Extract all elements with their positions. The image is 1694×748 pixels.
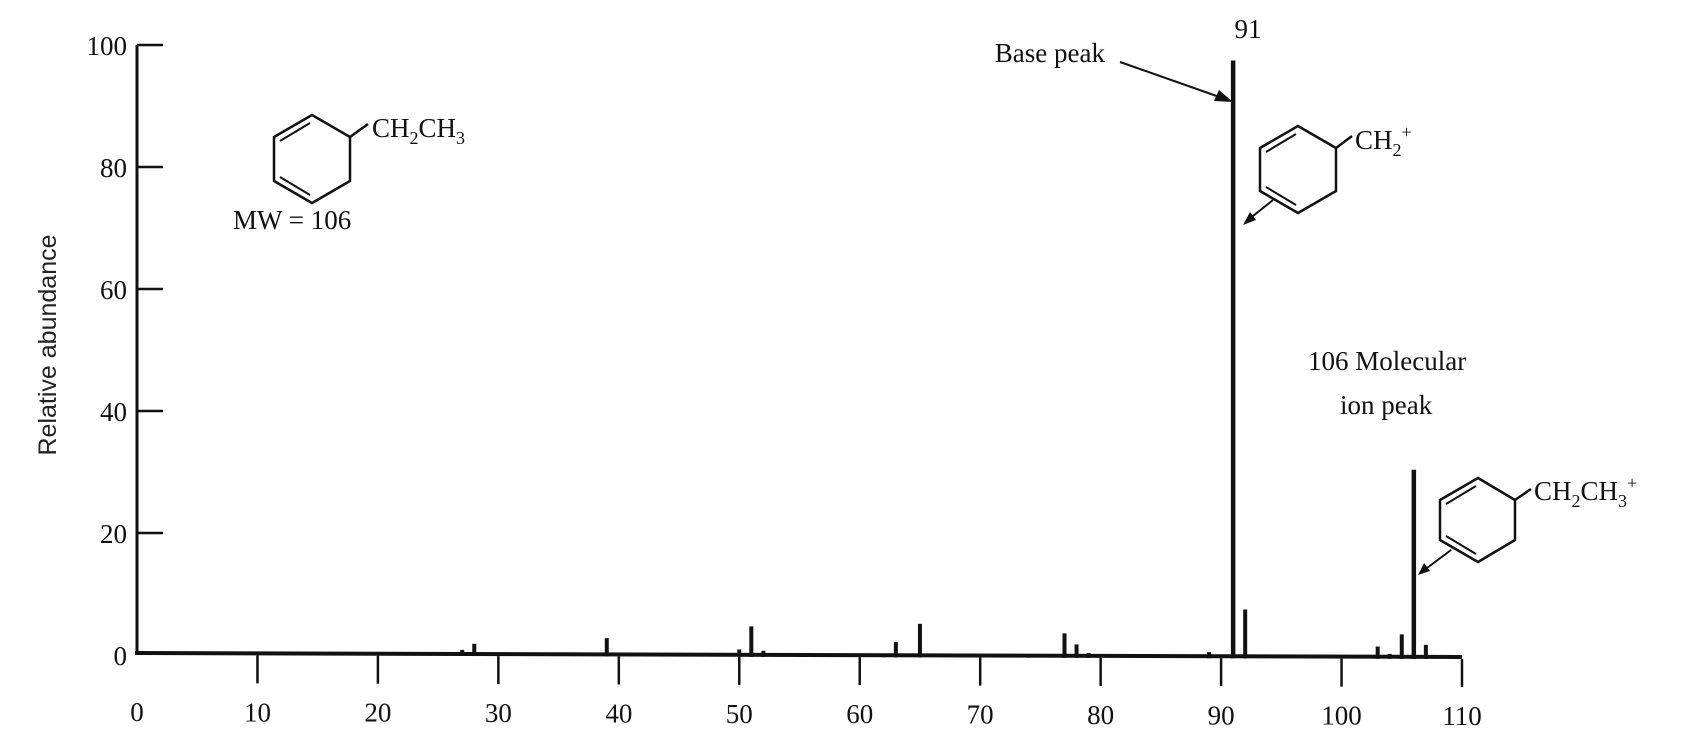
y-tick-label: 0 [114, 641, 128, 671]
x-axis [134, 651, 1463, 659]
x-tick-label: 110 [1442, 701, 1482, 731]
fragment-91-formula: CH2+ [1355, 122, 1412, 160]
x-tick-label: 70 [967, 700, 994, 730]
molecular-ion-label-line1: 106 Molecular [1308, 346, 1466, 376]
peak-91-label: 91 [1235, 14, 1262, 44]
y-tick-label: 60 [100, 275, 127, 305]
ethylbenzene-structure-icon [272, 113, 369, 205]
x-tick-label: 80 [1087, 700, 1114, 730]
x-ticks: 0 10 20 30 40 50 60 70 80 90 100 110 [130, 655, 1482, 731]
y-tick-label: 40 [100, 397, 127, 427]
x-tick-label: 0 [130, 697, 144, 727]
y-tick-label: 80 [100, 153, 127, 183]
molecular-ion-label-line2: ion peak [1340, 390, 1433, 420]
y-ticks: 0 20 40 60 80 100 [87, 31, 163, 671]
y-tick-label: 20 [100, 519, 127, 549]
y-axis-label: Relative abundance [34, 235, 62, 456]
fragment-106-formula: CH2CH3+ [1534, 473, 1637, 511]
x-tick-label: 90 [1208, 700, 1235, 730]
x-tick-label: 50 [726, 699, 753, 729]
x-tick-label: 60 [846, 699, 873, 729]
molecular-weight-label: MW = 106 [233, 205, 351, 235]
x-tick-label: 20 [364, 698, 391, 728]
spectrum-peaks [460, 60, 1428, 659]
base-peak-label: Base peak [995, 38, 1106, 68]
x-tick-label: 40 [605, 698, 632, 728]
x-tick-label: 10 [244, 697, 271, 727]
x-tick-label: 30 [485, 698, 512, 728]
benzyl-cation-structure-icon [1243, 124, 1353, 225]
parent-formula: CH2CH3 [372, 113, 465, 148]
x-tick-label: 100 [1321, 701, 1362, 731]
base-peak-arrow-icon [1119, 61, 1233, 102]
molecular-ion-structure-icon [1418, 476, 1532, 575]
y-tick-label: 100 [87, 31, 128, 61]
